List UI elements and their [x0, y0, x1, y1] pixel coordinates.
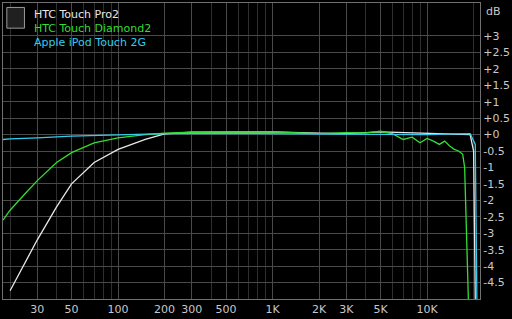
svg-text:5K: 5K [373, 303, 388, 316]
svg-text:HTC Touch Diamond2: HTC Touch Diamond2 [34, 22, 151, 35]
svg-text:30: 30 [30, 303, 44, 316]
svg-text:+1.5: +1.5 [483, 79, 510, 92]
svg-text:500: 500 [216, 303, 237, 316]
svg-text:100: 100 [108, 303, 129, 316]
svg-text:300: 300 [181, 303, 202, 316]
svg-text:-3.5: -3.5 [483, 244, 504, 257]
svg-text:-2.5: -2.5 [483, 211, 504, 224]
svg-text:1K: 1K [265, 303, 280, 316]
svg-text:Apple iPod Touch 2G: Apple iPod Touch 2G [34, 36, 146, 49]
svg-text:+0.5: +0.5 [483, 112, 510, 125]
svg-text:-3: -3 [483, 227, 494, 240]
svg-text:-1: -1 [483, 161, 494, 174]
svg-text:+1: +1 [483, 96, 499, 109]
svg-text:50: 50 [65, 303, 79, 316]
svg-text:dB: dB [486, 5, 501, 18]
svg-text:+2: +2 [483, 63, 499, 76]
svg-text:+2.5: +2.5 [483, 46, 510, 59]
svg-text:HTC Touch Pro2: HTC Touch Pro2 [34, 8, 119, 21]
svg-text:-0.5: -0.5 [483, 145, 504, 158]
svg-text:-1.5: -1.5 [483, 178, 504, 191]
svg-text:2K: 2K [312, 303, 327, 316]
svg-text:+0: +0 [483, 128, 499, 141]
svg-text:-4.5: -4.5 [483, 276, 504, 289]
svg-text:10K: 10K [416, 303, 438, 316]
svg-text:-4: -4 [483, 260, 494, 273]
svg-text:3K: 3K [339, 303, 354, 316]
svg-text:200: 200 [154, 303, 175, 316]
svg-text:+3: +3 [483, 30, 499, 43]
svg-text:-2: -2 [483, 194, 494, 207]
